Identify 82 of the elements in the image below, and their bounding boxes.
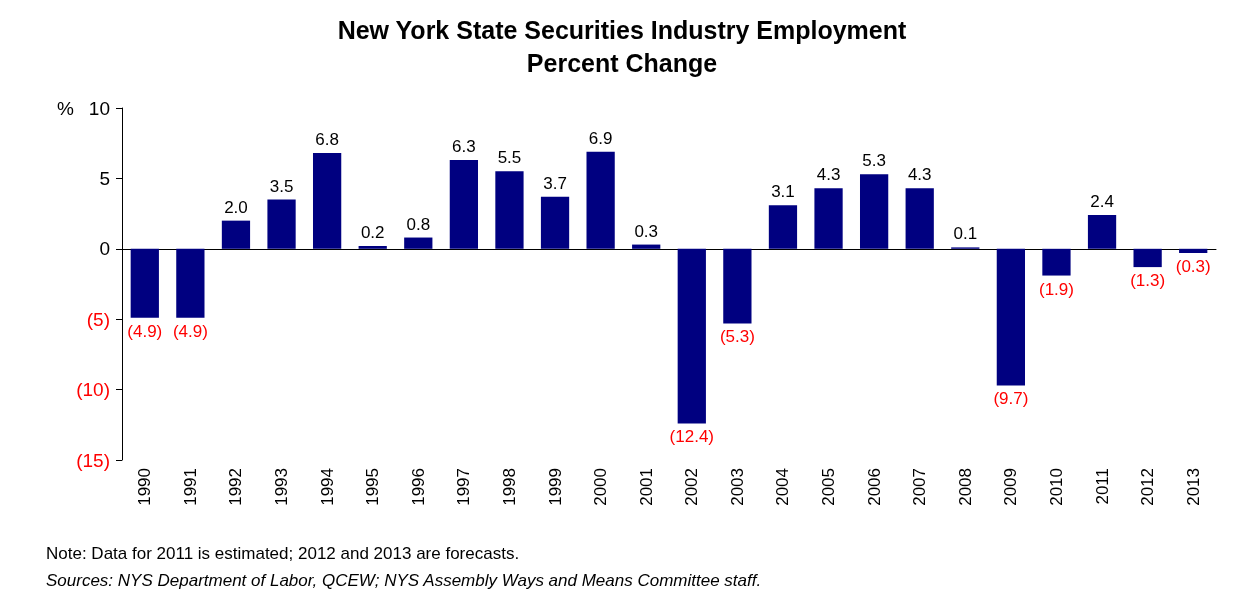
bar (859, 174, 889, 249)
bar (267, 199, 296, 249)
data-label: (0.3) (1175, 257, 1211, 277)
bar (176, 248, 205, 318)
data-label: (12.4) (669, 427, 714, 447)
data-label: 3.5 (269, 176, 294, 196)
bar (540, 196, 570, 249)
bar (586, 151, 615, 249)
data-label: (4.9) (172, 321, 208, 341)
bar (404, 237, 433, 249)
bar (632, 244, 661, 249)
data-label: 0.8 (406, 214, 431, 234)
x-tick-label: 2000 (591, 468, 611, 506)
data-label: (1.3) (1130, 271, 1166, 291)
bar (358, 245, 387, 249)
x-tick-label: 1990 (135, 468, 155, 506)
data-label: 2.0 (224, 197, 248, 217)
data-label: 0.1 (953, 224, 978, 244)
x-tick-label: 1992 (226, 468, 246, 506)
data-label: 3.7 (543, 173, 567, 193)
bar (1133, 248, 1162, 268)
data-label: 6.9 (588, 128, 613, 148)
x-tick-label: 1997 (454, 468, 474, 506)
x-tick-label: 2004 (773, 468, 793, 506)
x-tick-label: 1993 (272, 468, 292, 506)
bar (905, 188, 934, 249)
data-label: 6.8 (315, 130, 339, 150)
source-note: Sources: NYS Department of Labor, QCEW; NYS Assembly Ways and Means Committee staff. (46, 570, 762, 592)
chart-subtitle: Percent Change (526, 48, 718, 77)
x-tick-label: 2002 (682, 468, 702, 506)
data-label: (4.9) (127, 321, 163, 341)
x-tick-label: 2006 (864, 468, 884, 506)
data-label: 4.3 (907, 165, 932, 185)
x-tick-label: 2009 (1001, 468, 1021, 506)
bar (312, 153, 342, 249)
data-label: (9.7) (993, 389, 1029, 409)
bar (1042, 248, 1071, 276)
y-axis-title: % (57, 98, 75, 119)
data-label: 2.4 (1090, 192, 1114, 212)
x-tick-label: 2005 (819, 468, 839, 506)
data-label: 5.5 (497, 148, 522, 168)
data-label: 3.1 (771, 182, 795, 202)
bar (495, 171, 524, 249)
x-tick-label: 2013 (1183, 468, 1203, 506)
bar (1087, 215, 1117, 249)
y-tick-label: (10) (76, 379, 110, 401)
x-tick-label: 1999 (545, 468, 565, 506)
bar (677, 248, 706, 424)
text: Note: Data for 2011 is estimated; 2012 and 2013 are forecasts. (46, 543, 521, 565)
bar (449, 160, 479, 249)
y-tick-label: 5 (99, 167, 110, 189)
data-label: (5.3) (719, 327, 755, 347)
x-tick-label: 1998 (499, 468, 519, 506)
x-tick-label: 2008 (955, 468, 975, 506)
x-tick-label: 2003 (727, 468, 747, 506)
bar (130, 248, 159, 318)
bar (221, 220, 251, 249)
data-label: 0.3 (634, 221, 659, 241)
x-tick-label: 1991 (180, 468, 200, 506)
bar (814, 188, 843, 249)
x-tick-label: 2011 (1092, 468, 1112, 505)
bar (1179, 248, 1208, 254)
y-tick-label: 10 (88, 97, 110, 119)
data-label: 5.3 (862, 151, 886, 171)
x-tick-label: 2001 (636, 468, 656, 506)
bar (996, 248, 1026, 386)
y-tick-label: (5) (86, 308, 110, 330)
bar (723, 248, 752, 324)
data-label: 0.2 (360, 222, 385, 242)
data-label: 6.3 (452, 137, 476, 157)
x-tick-label: 2010 (1046, 468, 1066, 506)
x-tick-label: 2012 (1138, 468, 1158, 506)
y-tick-label: 0 (99, 238, 110, 260)
data-label: (1.9) (1038, 279, 1074, 299)
x-tick-label: 1996 (408, 468, 428, 506)
y-tick-label: (15) (76, 449, 110, 471)
x-tick-label: 2007 (910, 468, 930, 506)
data-label: 4.3 (816, 165, 841, 185)
x-tick-label: 1995 (363, 468, 383, 506)
bar (768, 205, 798, 249)
chart-title: New York State Securities Industry Employment (337, 15, 908, 44)
x-tick-label: 1994 (317, 468, 337, 506)
